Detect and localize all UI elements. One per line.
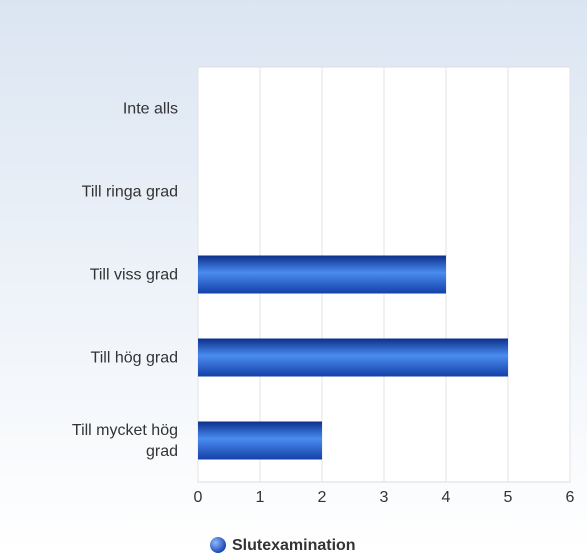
x-tick-label: 5 — [504, 489, 513, 506]
x-tick-label: 3 — [380, 489, 389, 506]
bar — [198, 338, 508, 377]
x-tick-label: 1 — [256, 489, 265, 506]
x-tick-label: 0 — [194, 489, 203, 506]
x-tick-label: 2 — [318, 489, 327, 506]
y-tick-label: Till hög grad — [90, 349, 178, 366]
y-tick-label: Inte alls — [122, 100, 178, 117]
x-tick-label: 6 — [566, 489, 575, 506]
bar — [198, 255, 446, 294]
y-tick-label: Till ringa grad — [81, 183, 178, 200]
x-tick-label: 4 — [442, 489, 451, 506]
legend-label: Slutexamination — [232, 537, 356, 554]
legend-marker — [210, 537, 226, 553]
y-tick-label: Till mycket hög grad — [71, 421, 178, 460]
y-tick-label: Till viss grad — [89, 266, 178, 283]
bar — [198, 421, 322, 460]
